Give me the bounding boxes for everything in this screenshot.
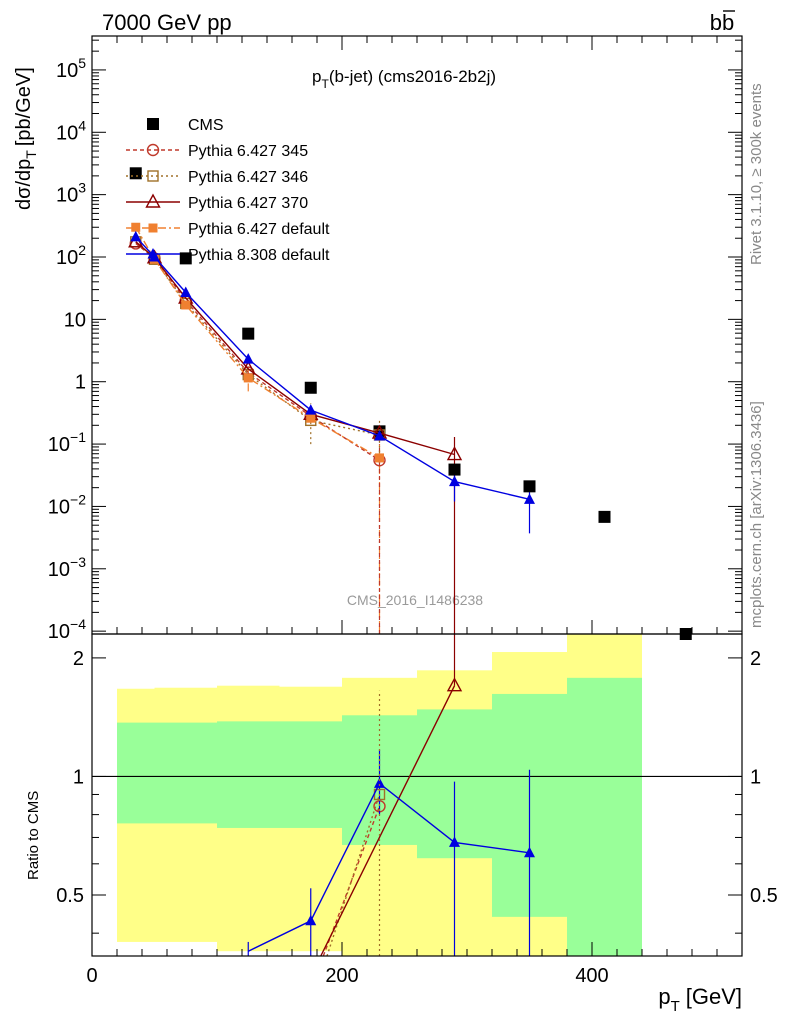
x-label-sub: T — [671, 998, 680, 1015]
series-line-3 — [135, 241, 455, 456]
series-4-point-5 — [375, 453, 384, 463]
ratio-tick-label-left-0: 0.5 — [56, 885, 84, 907]
legend-marker-2 — [147, 170, 159, 182]
y-tick-label-1: 104 — [56, 117, 86, 144]
legend-label-4: Pythia 6.427 default — [188, 221, 330, 238]
y-tick-label-7: 10−2 — [48, 491, 86, 518]
series-line-2 — [135, 241, 380, 436]
legend-label-2: Pythia 6.427 346 — [188, 169, 308, 186]
green-band-7 — [567, 677, 642, 956]
legend-marker-3 — [145, 193, 161, 208]
x-label-p: p — [658, 984, 670, 1009]
ratio-tick-label-right-1: 1 — [750, 766, 761, 788]
series-5-point-5 — [374, 429, 385, 441]
cms-point-7 — [598, 510, 611, 523]
y-tick-label-3: 102 — [56, 242, 86, 269]
mcplots-label: mcplots.cern.ch [arXiv:1306.3436] — [748, 401, 765, 628]
series-5-point-0 — [130, 230, 142, 242]
series-4-point-0 — [131, 222, 141, 232]
series-3-point-6 — [446, 446, 463, 461]
y-tick-label-9: 10−4 — [48, 616, 86, 643]
uncertainty-bands — [92, 634, 742, 956]
x-tick-label-1: 200 — [325, 965, 358, 987]
ratio-tick-label-right-0: 0.5 — [750, 885, 778, 907]
x-tick-label-0: 0 — [86, 965, 97, 987]
ratio-line-3 — [320, 685, 456, 957]
bottom-y-axis-label: Ratio to CMS — [25, 791, 42, 880]
top-y-label-unit: [pb/GeV] — [13, 67, 35, 146]
legend-marker-1 — [146, 143, 160, 157]
ratio-tick-label-left-2: 2 — [73, 648, 84, 670]
series-5-point-7 — [524, 493, 535, 504]
series-5-point-2 — [180, 286, 192, 297]
y-tick-label-0: 105 — [56, 55, 86, 82]
series-4-point-2 — [181, 300, 191, 310]
y-tick-label-4: 10 — [64, 309, 86, 331]
legend-marker-5 — [147, 248, 159, 259]
top-y-label-sub: T — [23, 150, 39, 159]
watermark: CMS_2016_I1486238 — [347, 592, 483, 608]
legend: CMS Pythia 6.427 345 Pythia 6.427 346 Pythi… — [126, 117, 330, 264]
x-axis-label: pT [GeV] — [658, 984, 742, 1015]
y-tick-label-2: 103 — [56, 180, 86, 207]
chart-title-p: p — [312, 67, 321, 86]
process-bbar: b — [722, 10, 734, 35]
ratio-tick-label-right-2: 2 — [750, 648, 761, 670]
ratio-line-1 — [322, 806, 381, 957]
chart-title-suffix: (b-jet) (cms2016-2b2j) — [329, 67, 496, 86]
cms-point-1 — [179, 252, 192, 265]
series-line-1 — [135, 242, 380, 461]
process-b: b — [710, 10, 722, 35]
y-tick-label-5: 1 — [75, 372, 86, 394]
series-5-point-6 — [449, 475, 460, 487]
green-band-0 — [117, 722, 155, 824]
series-4-point-4 — [306, 413, 316, 423]
y-tick-label-8: 10−3 — [48, 554, 86, 581]
series-5-point-3 — [242, 353, 254, 364]
rivet-label: Rivet 3.1.10, ≥ 300k events — [748, 83, 765, 265]
axes: 0 200 40010510410310210110−110−210−310−40.… — [48, 35, 778, 987]
green-band-1 — [154, 722, 217, 824]
legend-label-0: CMS — [188, 117, 224, 134]
cms-point-2 — [242, 327, 255, 340]
series-5-point-4 — [305, 404, 317, 415]
series-lines — [128, 167, 692, 640]
chart-title: pT(b-jet) (cms2016-2b2j) — [312, 67, 496, 91]
legend-label-1: Pythia 6.427 345 — [188, 143, 308, 160]
ratio-line-2 — [326, 794, 381, 957]
legend-label-3: Pythia 6.427 370 — [188, 195, 308, 212]
ratio-lines — [247, 634, 535, 957]
energy-label: 7000 GeV pp — [102, 10, 232, 35]
series-line-4 — [135, 226, 380, 459]
legend-marker-4 — [148, 223, 158, 233]
series-line-5 — [135, 236, 530, 500]
series-4-point-3 — [243, 373, 253, 383]
cms-point-6 — [523, 480, 536, 493]
legend-label-5: Pythia 8.308 default — [188, 247, 330, 264]
ratio-tick-label-left-1: 1 — [73, 766, 84, 788]
process-label: bb — [710, 10, 735, 35]
green-band-2 — [217, 721, 280, 828]
cms-point-5 — [448, 463, 461, 476]
cms-point-0 — [129, 167, 142, 180]
chart-title-sub: T — [321, 77, 329, 91]
top-y-axis-label: dσ/dpT [pb/GeV] — [13, 67, 39, 210]
ratio-3-point-1 — [446, 677, 463, 692]
legend-marker-0 — [147, 118, 159, 130]
y-tick-label-6: 10−1 — [48, 429, 86, 456]
cms-point-3 — [304, 381, 317, 394]
green-band-3 — [279, 721, 342, 828]
x-tick-label-2: 400 — [575, 965, 608, 987]
top-y-label-main: dσ/dp — [13, 159, 35, 210]
x-label-unit: [GeV] — [686, 984, 742, 1009]
